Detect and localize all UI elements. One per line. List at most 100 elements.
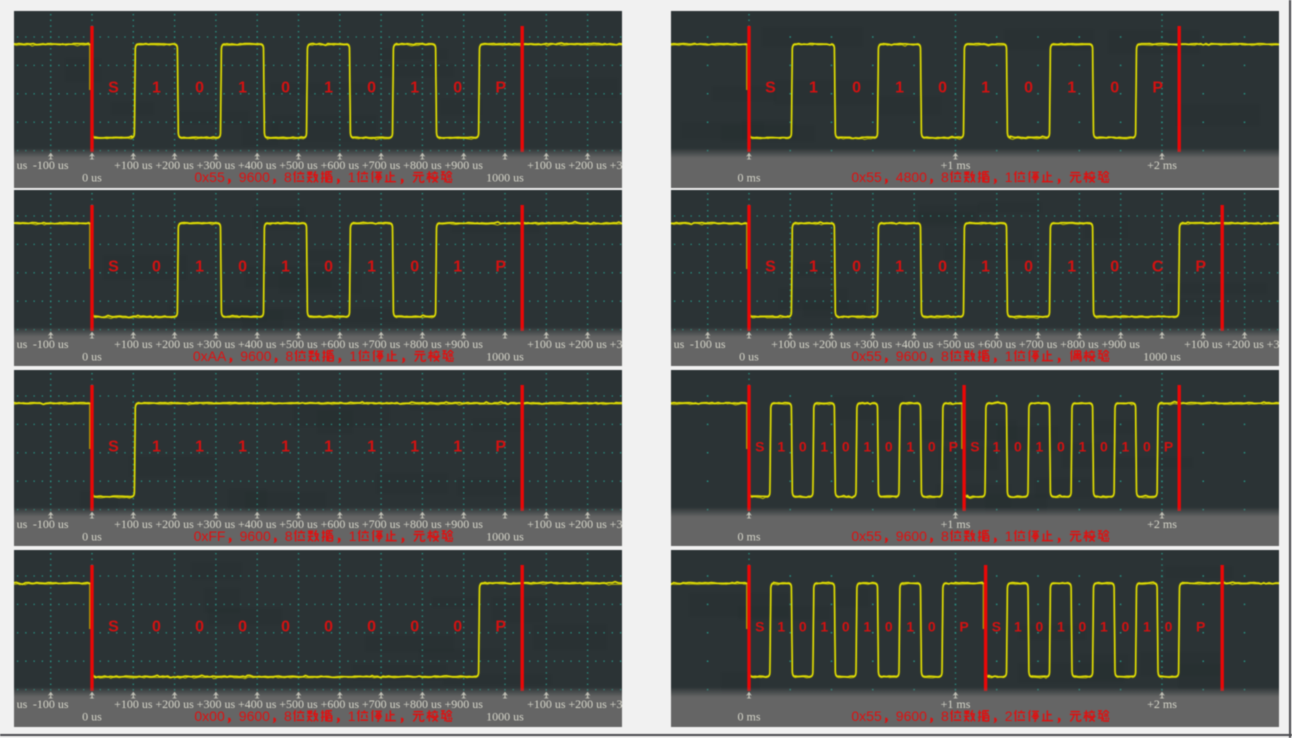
svg-text:S: S — [108, 439, 119, 456]
svg-text:1: 1 — [809, 259, 818, 276]
svg-text:S: S — [765, 80, 776, 97]
svg-text:+400 us: +400 us — [238, 158, 277, 172]
svg-text:-100 us: -100 us — [33, 517, 69, 531]
svg-text:+900 us: +900 us — [444, 697, 483, 711]
svg-text:C: C — [1152, 259, 1164, 276]
svg-text:0: 0 — [152, 259, 161, 276]
svg-text:1000 us: 1000 us — [486, 530, 524, 544]
svg-text:1: 1 — [324, 439, 333, 456]
svg-text:+200 us: +200 us — [568, 337, 607, 351]
svg-text:0 us: 0 us — [82, 350, 102, 364]
svg-text:0: 0 — [885, 439, 893, 455]
svg-text:1: 1 — [1014, 619, 1022, 635]
svg-text:0: 0 — [842, 439, 850, 455]
svg-text:P: P — [495, 619, 506, 636]
svg-text:+100 us: +100 us — [114, 697, 153, 711]
svg-text:+400 us: +400 us — [238, 697, 277, 711]
svg-text:+100 us: +100 us — [527, 158, 566, 172]
svg-text:0 us: 0 us — [82, 171, 102, 185]
svg-text:+200 us: +200 us — [155, 158, 194, 172]
svg-text:1: 1 — [906, 439, 914, 455]
svg-text:+800 us: +800 us — [403, 158, 442, 172]
svg-text:0: 0 — [1122, 619, 1130, 635]
svg-text:0: 0 — [195, 80, 204, 97]
svg-text:0: 0 — [238, 259, 247, 276]
svg-text:1: 1 — [863, 619, 871, 635]
svg-text:+800 us: +800 us — [1060, 337, 1099, 351]
svg-text:1: 1 — [1067, 80, 1076, 97]
svg-text:8: 8 — [285, 528, 293, 544]
svg-text:0: 0 — [842, 619, 850, 635]
svg-text:+200 us: +200 us — [812, 337, 851, 351]
svg-text:+300 us: +300 us — [610, 517, 622, 531]
svg-text:0x55: 0x55 — [851, 348, 882, 364]
svg-text:+200 us: +200 us — [568, 158, 607, 172]
svg-text:0 ms: 0 ms — [737, 530, 760, 544]
svg-text:+300 us: +300 us — [197, 158, 236, 172]
svg-text:1: 1 — [281, 439, 290, 456]
svg-text:+400 us: +400 us — [895, 337, 934, 351]
svg-text:P: P — [959, 619, 968, 635]
svg-text:+600 us: +600 us — [321, 158, 360, 172]
svg-text:1: 1 — [809, 80, 818, 97]
svg-text:9600: 9600 — [896, 348, 927, 364]
svg-text:0: 0 — [1036, 619, 1044, 635]
svg-text:8: 8 — [284, 708, 292, 724]
svg-text:1000 us: 1000 us — [486, 710, 524, 724]
svg-text:+300 us: +300 us — [197, 697, 236, 711]
svg-text:1: 1 — [895, 80, 904, 97]
svg-text:0: 0 — [885, 619, 893, 635]
svg-text:0: 0 — [852, 259, 861, 276]
svg-text:0: 0 — [410, 259, 419, 276]
svg-text:P: P — [949, 439, 958, 455]
svg-text:+200 us: +200 us — [155, 517, 194, 531]
svg-text:1: 1 — [777, 619, 785, 635]
svg-text:0: 0 — [1024, 80, 1033, 97]
svg-text:1: 1 — [410, 439, 419, 456]
svg-text:8: 8 — [284, 169, 292, 185]
svg-text:+500 us: +500 us — [936, 337, 975, 351]
svg-text:1: 1 — [367, 439, 376, 456]
svg-text:1: 1 — [895, 259, 904, 276]
svg-text:1: 1 — [1143, 619, 1151, 635]
svg-text:0: 0 — [938, 259, 947, 276]
svg-text:0: 0 — [367, 80, 376, 97]
svg-text:8: 8 — [941, 528, 949, 544]
svg-text:-200 us: -200 us — [671, 337, 685, 351]
svg-text:-100 us: -100 us — [33, 697, 69, 711]
svg-text:+300 us: +300 us — [854, 337, 893, 351]
svg-text:8: 8 — [941, 708, 949, 724]
svg-text:1: 1 — [152, 439, 161, 456]
svg-text:1: 1 — [238, 80, 247, 97]
svg-text:0: 0 — [324, 619, 333, 636]
svg-text:0: 0 — [1110, 259, 1119, 276]
svg-text:P: P — [1195, 259, 1206, 276]
svg-text:0: 0 — [799, 619, 807, 635]
svg-text:1: 1 — [1067, 259, 1076, 276]
svg-text:1: 1 — [1100, 619, 1108, 635]
svg-text:0: 0 — [1143, 439, 1151, 455]
svg-text:+100 us: +100 us — [527, 517, 566, 531]
svg-text:+1 ms: +1 ms — [941, 158, 971, 172]
svg-text:0x55: 0x55 — [194, 169, 225, 185]
svg-text:+100 us: +100 us — [114, 337, 153, 351]
svg-text:1: 1 — [367, 259, 376, 276]
svg-text:4800: 4800 — [896, 169, 927, 185]
svg-text:1: 1 — [410, 80, 419, 97]
svg-text:9600: 9600 — [896, 528, 927, 544]
svg-text:S: S — [755, 619, 764, 635]
svg-text:+700 us: +700 us — [362, 517, 401, 531]
svg-text:9600: 9600 — [239, 169, 270, 185]
svg-text:0: 0 — [1165, 619, 1173, 635]
svg-text:S: S — [755, 439, 764, 455]
svg-text:1: 1 — [863, 439, 871, 455]
svg-text:0: 0 — [1110, 80, 1119, 97]
svg-text:+900 us: +900 us — [444, 517, 483, 531]
svg-text:1: 1 — [820, 439, 828, 455]
svg-text:+1 ms: +1 ms — [941, 697, 971, 711]
svg-text:0: 0 — [938, 80, 947, 97]
svg-text:9600: 9600 — [239, 708, 270, 724]
svg-text:P: P — [495, 259, 506, 276]
svg-text:1: 1 — [453, 259, 462, 276]
svg-text:+600 us: +600 us — [321, 697, 360, 711]
